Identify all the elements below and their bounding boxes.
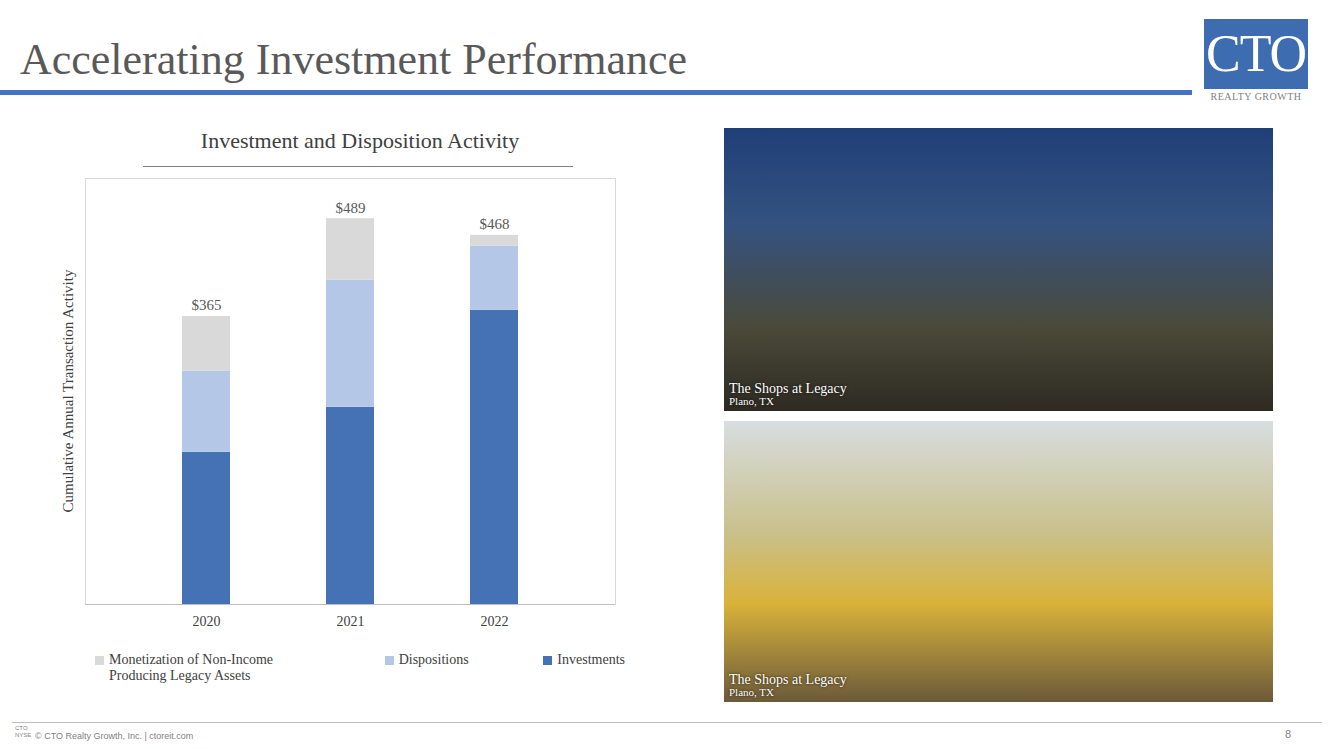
html-text:Plano, TX: Plano, TX	[729, 395, 774, 408]
html-text:Plano, TX: Plano, TX	[729, 686, 774, 699]
svg-text:$489: $489	[336, 200, 366, 216]
html-text:Investment and Disposition Act: Investment and Disposition Activity	[200, 128, 520, 153]
html-text:CTO: CTO	[15, 725, 28, 731]
html-text:Dispositions: Dispositions	[398, 652, 469, 667]
html-text:NYSE © CTO Realty Growth, Inc.: NYSE © CTO Realty Growth, Inc. | ctoreit…	[15, 731, 194, 741]
svg-text:2020: 2020	[193, 614, 221, 629]
html-text:8: 8	[1285, 728, 1292, 740]
svg-text:$468: $468	[480, 216, 510, 232]
html-text:Investments: Investments	[557, 652, 625, 667]
html-text:The Shops at Legacy: The Shops at Legacy	[729, 380, 847, 396]
html-text:Accelerating Investment Perfor: Accelerating Investment Performance	[20, 35, 687, 84]
svg-text:$365: $365	[192, 297, 222, 313]
html-text:The Shops at Legacy: The Shops at Legacy	[729, 671, 847, 687]
html-text:CTO: CTO	[1206, 25, 1306, 82]
html-text:Monetization of Non-Income Pro: Monetization of Non-Income Producing Leg…	[109, 652, 274, 683]
html-text:REALTY GROWTH: REALTY GROWTH	[1210, 91, 1302, 102]
svg-text:2021: 2021	[337, 614, 365, 629]
svg-text:2022: 2022	[481, 614, 509, 629]
html-text:Cumulative Annual Transaction: Cumulative Annual Transaction Activity	[59, 269, 76, 513]
